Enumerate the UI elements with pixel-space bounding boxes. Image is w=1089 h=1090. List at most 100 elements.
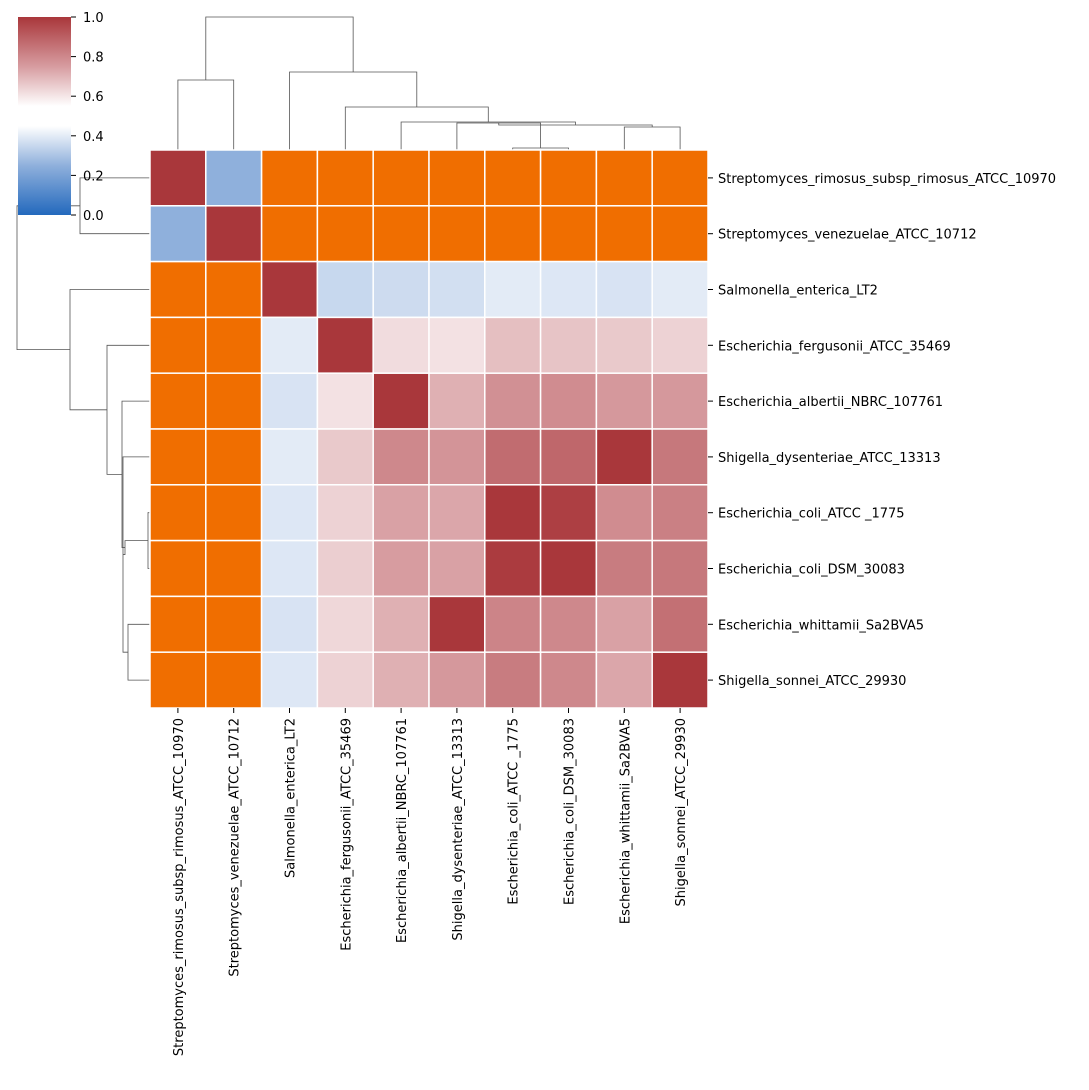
heatmap-cell bbox=[539, 316, 598, 374]
colorbar-gradient bbox=[18, 17, 71, 215]
heatmap-cell bbox=[316, 484, 374, 542]
heatmap-cell bbox=[372, 484, 430, 542]
heatmap-cell bbox=[205, 428, 263, 486]
heatmap-cell bbox=[428, 372, 486, 430]
heatmap-cell bbox=[316, 205, 374, 263]
heatmap-cell bbox=[260, 372, 319, 430]
heatmap-cell bbox=[484, 205, 542, 263]
row-label: Escherichia_coli_ATCC _1775 bbox=[718, 507, 905, 522]
heatmap-cell bbox=[539, 428, 598, 486]
heatmap-cell bbox=[260, 260, 319, 319]
row-label: Escherichia_fergusonii_ATCC_35469 bbox=[718, 339, 951, 354]
heatmap-cell bbox=[428, 651, 486, 709]
heatmap-cell bbox=[484, 595, 542, 653]
heatmap-cell bbox=[260, 651, 319, 709]
heatmap-cell bbox=[428, 428, 486, 486]
heatmap-cell bbox=[149, 316, 207, 374]
heatmap-cell bbox=[372, 539, 430, 598]
colorbar-tick-label: 1.0 bbox=[83, 11, 104, 26]
row-labels: Streptomyces_rimosus_subsp_rimosus_ATCC_… bbox=[708, 172, 1056, 689]
column-label: Salmonella_enterica_LT2 bbox=[284, 718, 299, 878]
column-label: Escherichia_fergusonii_ATCC_35469 bbox=[339, 718, 354, 951]
heatmap-cell bbox=[484, 539, 542, 598]
heatmap-cell bbox=[149, 260, 207, 319]
heatmap-cell bbox=[372, 316, 430, 374]
dendrogram-link bbox=[344, 106, 489, 150]
heatmap-cell bbox=[149, 372, 207, 430]
row-label: Streptomyces_rimosus_subsp_rimosus_ATCC_… bbox=[718, 172, 1056, 187]
dendrogram-link bbox=[79, 177, 150, 235]
dendrogram-link bbox=[623, 126, 681, 150]
row-label: Escherichia_coli_DSM_30083 bbox=[718, 563, 905, 578]
dendrogram-link bbox=[456, 122, 541, 150]
heatmap-cell bbox=[428, 260, 486, 319]
heatmap-grid bbox=[149, 149, 709, 709]
heatmap-cell bbox=[372, 651, 430, 709]
heatmap-cell bbox=[595, 539, 653, 598]
heatmap-cell bbox=[595, 595, 653, 653]
heatmap-cell bbox=[651, 260, 709, 319]
heatmap-cell bbox=[595, 260, 653, 319]
heatmap-cell bbox=[595, 428, 653, 486]
heatmap-cell bbox=[260, 428, 319, 486]
dendrogram-link bbox=[400, 121, 576, 150]
heatmap-cell bbox=[484, 428, 542, 486]
row-label: Escherichia_albertii_NBRC_107761 bbox=[718, 395, 943, 410]
column-labels: Streptomyces_rimosus_subsp_rimosus_ATCC_… bbox=[172, 708, 689, 1056]
heatmap-cell bbox=[149, 651, 207, 709]
heatmap-cell bbox=[316, 428, 374, 486]
heatmap-cell bbox=[316, 372, 374, 430]
heatmap-cell bbox=[149, 149, 207, 207]
heatmap-cell bbox=[149, 539, 207, 598]
heatmap-cell bbox=[484, 260, 542, 319]
column-label: Escherichia_whittamii_Sa2BVA5 bbox=[618, 718, 633, 924]
dendrogram-link bbox=[106, 344, 150, 475]
heatmap-cell bbox=[595, 316, 653, 374]
dendrogram-link bbox=[16, 205, 80, 351]
heatmap-cell bbox=[428, 539, 486, 598]
heatmap-cell bbox=[428, 149, 486, 207]
heatmap-cell bbox=[484, 316, 542, 374]
heatmap-cell bbox=[651, 428, 709, 486]
heatmap-cell bbox=[260, 595, 319, 653]
heatmap-cell bbox=[372, 260, 430, 319]
heatmap-cell bbox=[205, 149, 263, 207]
heatmap-cell bbox=[205, 316, 263, 374]
heatmap-cell bbox=[484, 484, 542, 542]
heatmap-cell bbox=[428, 595, 486, 653]
heatmap-cell bbox=[651, 149, 709, 207]
heatmap-cell bbox=[539, 260, 598, 319]
heatmap-cell bbox=[316, 595, 374, 653]
heatmap-cell bbox=[539, 539, 598, 598]
heatmap-cell bbox=[539, 651, 598, 709]
heatmap-cell bbox=[651, 372, 709, 430]
colorbar-tick-label: 0.4 bbox=[83, 130, 104, 145]
heatmap-cell bbox=[205, 260, 263, 319]
colorbar-tick-label: 0.6 bbox=[83, 90, 104, 105]
heatmap-cell bbox=[205, 651, 263, 709]
heatmap-cell bbox=[595, 372, 653, 430]
heatmap-cell bbox=[372, 205, 430, 263]
row-label: Salmonella_enterica_LT2 bbox=[718, 284, 878, 299]
heatmap-cell bbox=[260, 205, 319, 263]
heatmap-cell bbox=[372, 149, 430, 207]
row-dendrogram bbox=[16, 177, 150, 681]
colorbar-tick-label: 0.2 bbox=[83, 169, 104, 184]
heatmap-cell bbox=[205, 595, 263, 653]
column-label: Streptomyces_rimosus_subsp_rimosus_ATCC_… bbox=[172, 718, 187, 1056]
column-label: Shigella_dysenteriae_ATCC_13313 bbox=[451, 718, 466, 941]
heatmap-cell bbox=[149, 205, 207, 263]
heatmap-cell bbox=[651, 651, 709, 709]
colorbar: 0.0 0.2 0.4 0.6 0.8 1.0 bbox=[18, 11, 104, 224]
heatmap-cell bbox=[651, 316, 709, 374]
heatmap-cell bbox=[651, 539, 709, 598]
row-label: Shigella_dysenteriae_ATCC_13313 bbox=[718, 451, 941, 466]
dendrogram-link bbox=[123, 540, 148, 555]
heatmap-cell bbox=[651, 205, 709, 263]
heatmap-cell bbox=[484, 651, 542, 709]
dendrogram-link bbox=[122, 456, 150, 653]
heatmap-cell bbox=[651, 595, 709, 653]
heatmap-cell bbox=[316, 651, 374, 709]
heatmap-cell bbox=[205, 484, 263, 542]
